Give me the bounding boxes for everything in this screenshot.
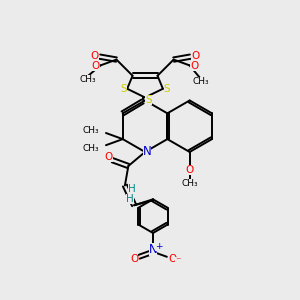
Text: O: O: [191, 51, 199, 61]
Text: O: O: [190, 61, 199, 71]
Text: O: O: [169, 254, 177, 264]
Text: CH₃: CH₃: [192, 77, 209, 86]
Text: H: H: [126, 194, 134, 204]
Text: O: O: [92, 61, 100, 71]
Text: O: O: [91, 51, 99, 61]
Text: CH₃: CH₃: [79, 75, 96, 84]
Text: S: S: [164, 84, 170, 94]
Text: CH₃: CH₃: [82, 144, 99, 153]
Text: N: N: [143, 146, 152, 158]
Text: O: O: [104, 152, 113, 162]
Text: S: S: [120, 84, 127, 94]
Text: ⁻: ⁻: [175, 257, 181, 267]
Text: CH₃: CH₃: [182, 179, 198, 188]
Text: S: S: [145, 95, 152, 106]
Text: O: O: [185, 165, 194, 175]
Text: +: +: [155, 242, 163, 251]
Text: N: N: [148, 243, 158, 256]
Text: O: O: [130, 254, 138, 264]
Text: CH₃: CH₃: [82, 125, 99, 134]
Text: H: H: [128, 184, 136, 194]
